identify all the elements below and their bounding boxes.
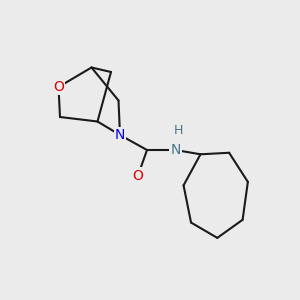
Text: O: O [53,80,64,94]
Text: O: O [133,169,143,182]
Text: N: N [115,128,125,142]
Text: H: H [174,124,183,137]
Text: N: N [170,143,181,157]
